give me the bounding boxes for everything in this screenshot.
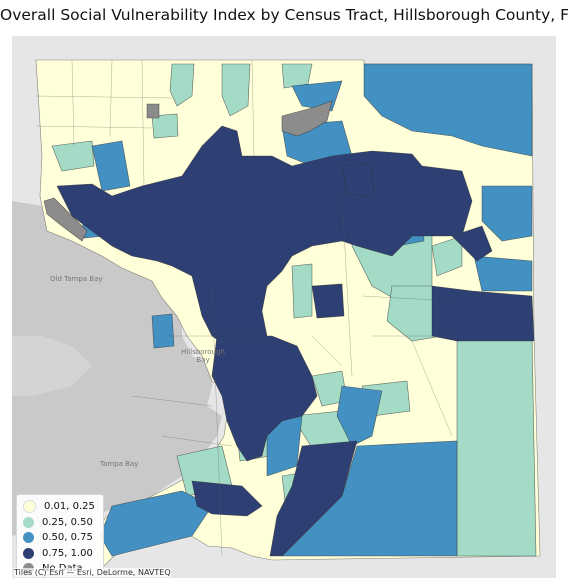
legend-label: 0.01, 0.25 <box>44 501 95 513</box>
legend-label: 0.50, 0.75 <box>42 532 93 544</box>
map-legend: 0.01, 0.25 0.25, 0.50 0.50, 0.75 0.75, 1… <box>16 494 104 576</box>
tract-no-data <box>281 100 333 137</box>
tract-no-data <box>146 103 160 119</box>
map-attribution: Tiles (C) Esri — Esri, DeLorme, NAVTEQ <box>14 568 171 577</box>
county-tracts <box>35 59 541 569</box>
legend-item: 0.25, 0.50 <box>23 515 103 531</box>
tract-navy <box>311 283 345 319</box>
legend-swatch <box>23 547 34 559</box>
tract-blue <box>336 385 383 447</box>
tract-teal <box>169 63 195 107</box>
tract-teal <box>456 325 537 557</box>
legend-swatch <box>23 500 36 514</box>
tract-teal <box>51 140 95 172</box>
tract-teal <box>151 113 179 139</box>
tract-blue <box>363 63 533 157</box>
tract-navy <box>451 225 493 262</box>
tract-teal <box>221 63 251 117</box>
choropleth-map <box>12 36 556 578</box>
basemap-water-bay <box>12 201 222 536</box>
legend-label: 0.25, 0.50 <box>42 516 93 528</box>
legend-swatch <box>23 532 34 544</box>
tract-blue <box>473 255 533 292</box>
tract-blue <box>91 140 131 192</box>
legend-swatch <box>23 516 34 528</box>
legend-item: 0.75, 1.00 <box>23 546 103 562</box>
legend-item: 0.50, 0.75 <box>23 530 103 546</box>
map-title: Overall Social Vulnerability Index by Ce… <box>0 6 568 24</box>
tract-navy <box>191 480 263 517</box>
tract-teal <box>431 235 463 277</box>
basemap-water-west <box>12 336 92 396</box>
water-label-hillsborough-bay: Hillsborough Bay <box>181 348 225 364</box>
map-canvas[interactable] <box>12 36 556 578</box>
tract-blue <box>151 313 175 349</box>
legend-item: 0.01, 0.25 <box>23 499 103 515</box>
tract-teal <box>291 263 313 319</box>
tract-navy <box>269 440 358 557</box>
tract-blue <box>481 185 533 242</box>
tract-boundaries <box>35 59 457 557</box>
legend-label: 0.75, 1.00 <box>42 547 93 559</box>
tract-navy <box>341 163 375 197</box>
tract-no-data <box>43 197 88 242</box>
water-label-tampa-bay: Tampa Bay <box>100 460 139 468</box>
tract-teal <box>281 63 313 89</box>
tract-navy <box>211 335 318 462</box>
water-label-old-tampa-bay: Old Tampa Bay <box>50 275 103 283</box>
